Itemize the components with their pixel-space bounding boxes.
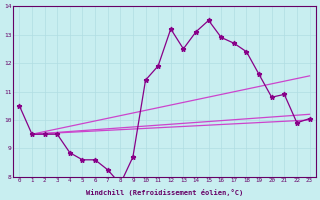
X-axis label: Windchill (Refroidissement éolien,°C): Windchill (Refroidissement éolien,°C)	[86, 189, 243, 196]
